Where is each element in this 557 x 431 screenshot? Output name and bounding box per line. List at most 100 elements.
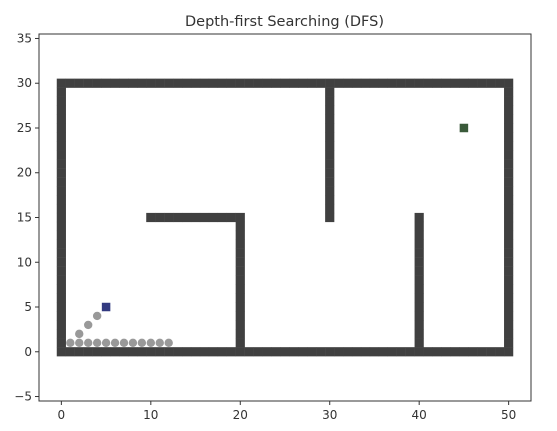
obstacle-point [316,78,326,88]
obstacle-point [146,212,156,223]
obstacle-point [271,78,281,88]
obstacle-point [235,311,245,321]
obstacle-point [468,78,478,88]
obstacle-point [334,78,344,88]
obstacle-point [351,347,362,357]
visited-point [84,320,93,330]
obstacle-point [56,78,66,88]
obstacle-point [405,78,415,88]
obstacle-point [208,78,219,88]
obstacle-point [56,221,66,232]
obstacle-point [414,320,424,330]
obstacle-point [414,275,424,285]
obstacle-point [387,347,397,357]
obstacle-point [56,239,66,249]
y-tick-label: −5 [14,390,32,404]
obstacle-point [280,347,290,357]
obstacle-point [504,87,514,97]
obstacle-point [271,347,281,357]
obstacle-point [414,338,424,348]
obstacle-point [504,284,514,294]
obstacle-point [244,347,254,357]
y-tick-label: 20 [17,166,32,180]
obstacle-point [74,78,84,88]
obstacle-point [504,132,514,142]
obstacle-point [504,212,514,223]
obstacle-point [173,347,183,357]
obstacle-point [325,159,335,169]
obstacle-point [325,150,335,160]
visited-point [75,329,84,339]
obstacle-point [387,78,397,88]
obstacle-point [155,347,165,357]
obstacle-point [56,203,66,214]
visited-point [75,338,84,348]
obstacle-point [83,347,93,357]
obstacle-point [504,203,514,214]
obstacle-point [199,212,210,223]
obstacle-point [495,347,505,357]
obstacle-point [325,195,335,205]
obstacle-point [56,338,66,348]
obstacle-point [360,78,371,88]
goal-marker [459,123,469,133]
obstacle-point [65,78,75,88]
obstacle-point [325,105,335,115]
goal-series [459,123,469,133]
obstacle-point [56,96,66,106]
obstacle-point [56,266,66,276]
obstacle-point [360,347,371,357]
y-tick-label: 25 [17,121,32,135]
obstacle-point [56,248,66,258]
x-tick-label: 40 [412,408,427,422]
obstacle-point [56,87,66,97]
obstacle-point [414,266,424,276]
obstacle-point [289,78,299,88]
obstacle-point [325,87,335,97]
obstacle-point [190,212,201,223]
obstacle-point [190,78,201,88]
obstacle-point [155,78,165,88]
obstacle-point [235,347,245,357]
obstacle-point [110,347,120,357]
visited-point [164,338,173,348]
obstacle-point [56,159,66,169]
obstacle-point [423,78,433,88]
obstacle-point [405,347,415,357]
obstacle-point [164,347,174,357]
obstacle-point [351,78,362,88]
x-tick-label: 50 [501,408,516,422]
obstacle-point [226,212,236,223]
obstacle-point [137,78,147,88]
obstacle-point [414,293,424,303]
obstacle-point [173,78,183,88]
obstacle-series [56,78,514,357]
visited-point [146,338,156,348]
obstacle-point [56,141,66,151]
obstacle-point [235,284,245,294]
obstacle-point [235,248,245,258]
obstacle-point [307,78,317,88]
obstacle-point [101,78,111,88]
obstacle-point [504,105,514,115]
obstacle-point [235,266,245,276]
obstacle-point [146,347,156,357]
obstacle-point [164,78,174,88]
obstacle-point [414,78,424,88]
obstacle-point [343,347,353,357]
obstacle-point [226,78,236,88]
visited-point [101,338,111,348]
obstacle-point [325,347,335,357]
obstacle-point [504,230,514,240]
obstacle-point [208,347,219,357]
obstacle-point [56,347,66,357]
obstacle-point [414,239,424,249]
visited-point [119,338,129,348]
obstacle-point [423,347,433,357]
obstacle-point [486,78,496,88]
obstacle-point [414,248,424,258]
obstacle-point [298,78,308,88]
visited-point [92,311,102,321]
obstacle-point [253,78,263,88]
